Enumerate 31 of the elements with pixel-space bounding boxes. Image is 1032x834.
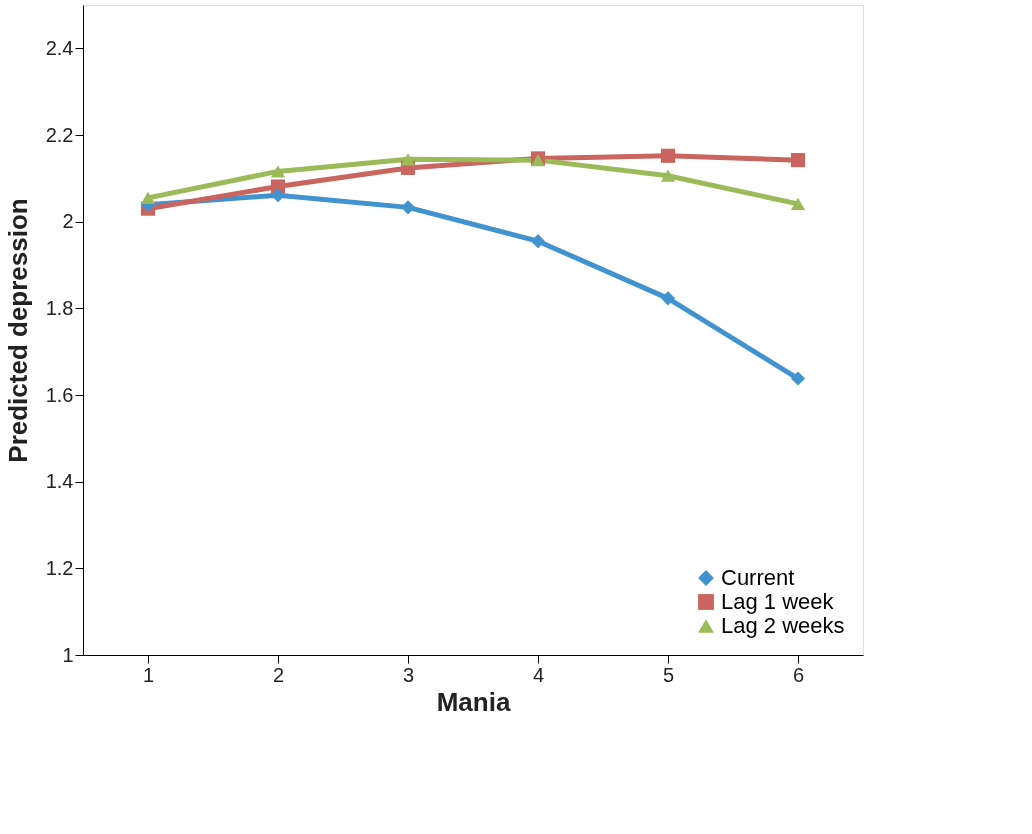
x-tick-label: 2	[272, 663, 285, 686]
point	[400, 153, 416, 166]
y-tick-label: 2	[62, 210, 74, 233]
y-tick-label: 1	[62, 643, 74, 666]
point	[790, 197, 806, 211]
x-tick-label: 4	[532, 663, 545, 686]
y-tick-label: 2.4	[45, 36, 74, 59]
legend-label: Lag 2 weeks	[721, 613, 845, 638]
y-tick-label: 1.2	[45, 556, 74, 579]
point	[270, 188, 286, 203]
point	[790, 153, 806, 168]
point	[530, 234, 546, 249]
point	[270, 165, 286, 178]
legend-label: Lag 1 week	[721, 589, 835, 614]
y-axis-title: Predicted depression	[2, 198, 33, 463]
point	[140, 191, 156, 204]
y-tick-label: 2.2	[45, 123, 74, 146]
y-tick-label: 1.4	[45, 470, 74, 493]
y-tick-label: 1.8	[45, 296, 74, 319]
legend-label: Current	[721, 565, 795, 590]
x-tick-label: 5	[662, 663, 675, 686]
point	[400, 200, 416, 215]
point	[660, 169, 676, 182]
point	[790, 371, 806, 386]
x-tick-label: 6	[792, 663, 805, 686]
y-tick-label: 1.6	[45, 383, 74, 406]
x-axis-title: Mania	[436, 686, 511, 717]
x-tick-label: 3	[402, 663, 415, 686]
x-tick-label: 1	[142, 663, 155, 686]
point	[660, 148, 676, 163]
point	[660, 291, 676, 306]
